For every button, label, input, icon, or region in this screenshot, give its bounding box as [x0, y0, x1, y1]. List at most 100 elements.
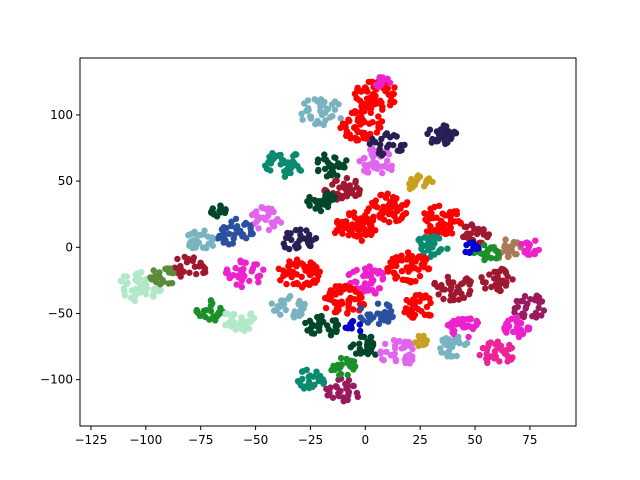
scatter-point: [148, 276, 155, 283]
scatter-point: [288, 273, 295, 281]
scatter-point: [412, 339, 419, 346]
scatter-point: [416, 272, 424, 280]
scatter-point: [132, 285, 139, 293]
scatter-point: [450, 317, 457, 325]
scatter-point: [296, 297, 303, 305]
scatter-point: [230, 272, 237, 279]
scatter-point: [207, 302, 215, 310]
scatter-point: [354, 87, 361, 95]
scatter-point: [532, 309, 540, 316]
scatter-point: [377, 82, 384, 89]
scatter-point: [204, 233, 212, 240]
scatter-point: [449, 353, 456, 360]
scatter-point: [192, 230, 199, 238]
scatter-point: [286, 267, 293, 274]
scatter-point: [241, 221, 248, 228]
scatter-point: [246, 277, 253, 285]
scatter-point: [222, 310, 229, 317]
scatter-point: [355, 232, 362, 239]
scatter-point: [467, 287, 474, 294]
scatter-point: [513, 319, 520, 326]
scatter-point: [370, 213, 377, 220]
scatter-point: [421, 234, 428, 241]
scatter-point: [340, 161, 347, 169]
scatter-point: [364, 319, 372, 326]
x-axis: −125 −100 −75 −50 −25 0 25 50 75: [74, 426, 538, 447]
scatter-point: [150, 267, 157, 274]
scatter-point: [281, 168, 288, 175]
scatter-point: [160, 278, 167, 285]
scatter-point: [150, 287, 157, 295]
scatter-point: [312, 120, 320, 127]
scatter-point: [392, 357, 400, 365]
scatter-point: [299, 116, 306, 123]
scatter-point: [318, 319, 326, 326]
scatter-point: [486, 271, 493, 278]
scatter-point: [503, 320, 510, 327]
scatter-point: [492, 347, 499, 355]
scatter-point: [327, 384, 334, 391]
scatter-point: [366, 341, 374, 348]
scatter-point: [475, 225, 482, 233]
scatter-point: [227, 323, 234, 330]
scatter-point: [418, 308, 425, 315]
scatter-point: [317, 207, 325, 215]
scatter-point: [538, 312, 545, 319]
scatter-point: [321, 151, 328, 158]
scatter-point: [404, 199, 411, 206]
scatter-point: [513, 250, 520, 258]
scatter-point: [334, 172, 341, 179]
scatter-point: [362, 163, 369, 170]
scatter-point: [237, 319, 244, 326]
scatter-point: [424, 130, 431, 137]
scatter-point: [392, 345, 399, 352]
scatter-point: [306, 193, 313, 201]
scatter-point: [197, 231, 204, 239]
scatter-point: [389, 313, 396, 320]
scatter-point: [298, 110, 305, 118]
scatter-point: [217, 203, 224, 211]
scatter-point: [368, 273, 375, 281]
scatter-point: [311, 196, 318, 204]
scatter-point: [395, 217, 403, 224]
scatter-point: [504, 273, 511, 280]
scatter-point: [246, 325, 253, 332]
scatter-point: [366, 120, 373, 127]
y-tick-label: 0: [65, 240, 73, 254]
scatter-point: [299, 261, 307, 268]
scatter-point: [314, 167, 322, 175]
scatter-point: [343, 193, 351, 200]
scatter-point: [508, 356, 515, 363]
scatter-point: [357, 121, 364, 128]
scatter-point: [381, 317, 388, 324]
scatter-point: [446, 221, 454, 228]
scatter-point: [483, 346, 491, 353]
scatter-point: [186, 242, 193, 249]
scatter-point: [368, 228, 375, 235]
scatter-point: [438, 220, 446, 227]
scatter-point: [254, 273, 261, 280]
scatter-point: [508, 243, 516, 251]
scatter-point: [384, 143, 391, 151]
scatter-point: [532, 237, 539, 244]
scatter-point: [444, 131, 451, 138]
scatter-point: [372, 197, 379, 204]
scatter-point: [259, 204, 266, 212]
scatter-point: [225, 241, 233, 248]
scatter-point: [214, 312, 221, 319]
scatter-point: [428, 251, 436, 258]
scatter-point: [407, 263, 414, 270]
y-axis: −100 −50 0 50 100: [40, 108, 80, 387]
scatter-point: [201, 227, 208, 234]
scatter-point: [361, 215, 368, 222]
scatter-point: [420, 294, 428, 301]
scatter-point: [248, 211, 256, 219]
scatter-point: [377, 141, 384, 148]
scatter-point: [466, 281, 473, 288]
scatter-point: [123, 273, 131, 280]
scatter-point: [132, 276, 139, 284]
scatter-point: [470, 244, 477, 251]
scatter-point: [253, 218, 260, 226]
scatter-point: [468, 222, 476, 229]
scatter-point: [465, 333, 472, 341]
